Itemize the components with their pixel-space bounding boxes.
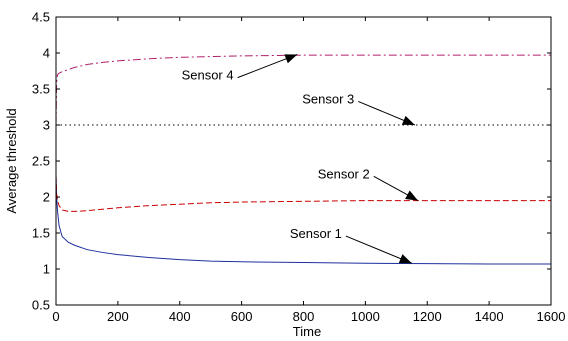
x-tick-label: 1200 [413,309,442,324]
annotation-arrowhead-4 [398,254,412,264]
x-tick-label: 200 [107,309,129,324]
series-line-4 [55,54,551,126]
y-axis-label: Average threshold [4,108,19,213]
y-tick-label: 0.5 [32,298,50,313]
x-tick-label: 0 [52,309,59,324]
x-tick-label: 1400 [475,309,504,324]
x-tick-label: 600 [231,309,253,324]
y-tick-label: 2 [43,190,50,205]
annotations: Sensor 4 Sensor 3 Sensor 2 Sensor 1 [182,53,419,264]
y-tick-label: 3 [43,118,50,133]
series-line-2 [55,175,551,212]
annotation-arrowhead-3 [405,190,418,201]
y-tick-label: 1.5 [32,226,50,241]
y-tick-label: 2.5 [32,154,50,169]
annotation-label-2: Sensor 3 [302,91,354,106]
annotation-arrowhead-2 [401,115,415,125]
x-tick-label: 800 [293,309,315,324]
y-tick-label: 4 [43,46,50,61]
x-axis-label: Time [293,324,321,339]
x-tick-label: 1000 [351,309,380,324]
annotation-label-3: Sensor 2 [318,166,370,181]
y-tick-label: 4.5 [32,10,50,25]
x-tick-label: 1600 [537,309,566,324]
annotation-label-1: Sensor 4 [182,68,234,83]
y-tick-label: 3.5 [32,82,50,97]
annotation-label-4: Sensor 1 [290,226,342,241]
annotation-arrowhead-1 [284,54,298,64]
series-line-1 [55,175,551,265]
y-tick-label: 1 [43,262,50,277]
x-tick-label: 400 [169,309,191,324]
ticks: 0 200 400 600 800 1000 1200 1400 1600 0.5 1 1.5 2 2.5… [32,10,566,325]
plot-lines [55,54,551,265]
